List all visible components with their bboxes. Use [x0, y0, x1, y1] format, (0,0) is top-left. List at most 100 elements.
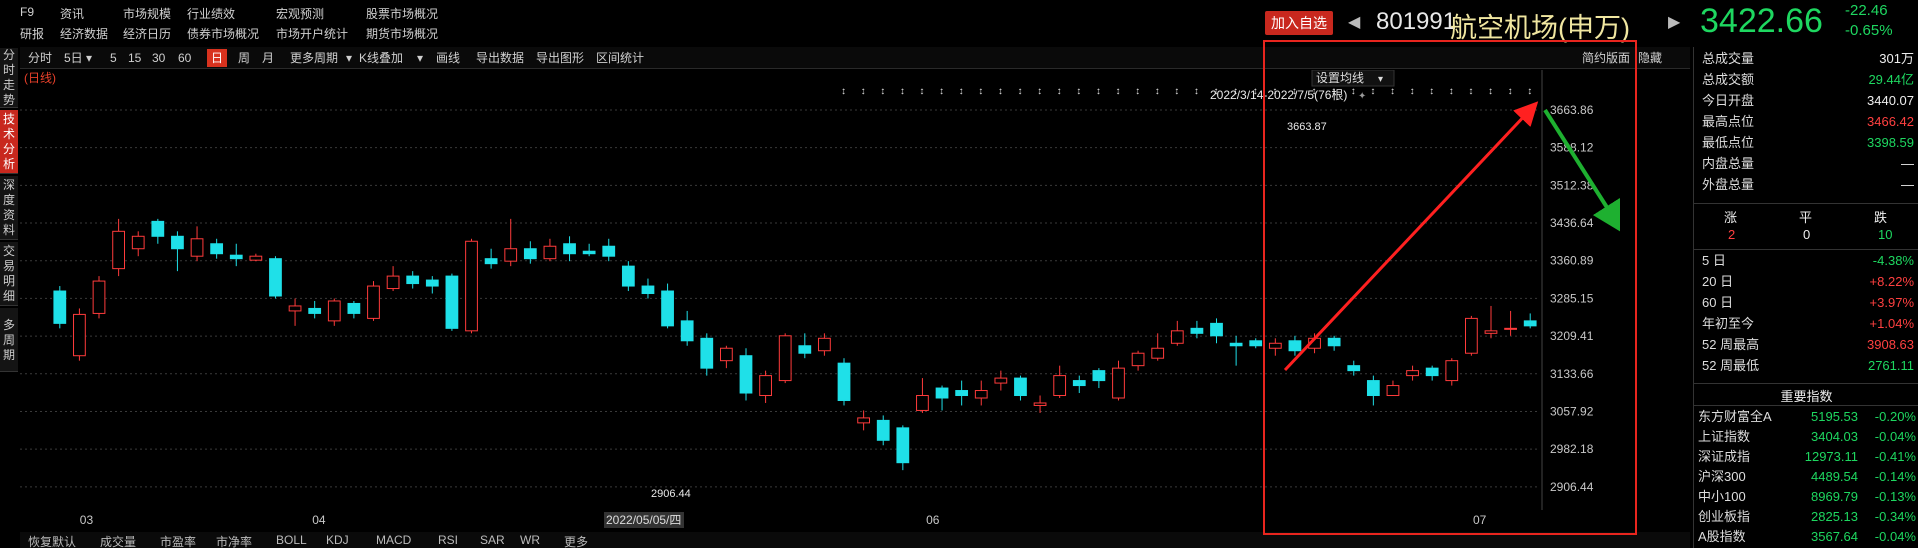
- index-name: 创业板指: [1698, 509, 1751, 524]
- toolbar-right-item[interactable]: 隐藏: [1638, 51, 1663, 65]
- indicator-tab[interactable]: 成交量: [100, 535, 137, 548]
- candle: [602, 238, 616, 262]
- candle-body: [1229, 342, 1243, 347]
- toolbar-item[interactable]: 5日: [64, 51, 83, 65]
- kline-chart[interactable]: 3663.86 3588.12 3512.38 3436.64 3360.89 3285.…: [20, 70, 1620, 528]
- candle: [680, 310, 694, 346]
- index-row[interactable]: A股指数 3567.64 -0.04%: [1698, 527, 1916, 547]
- x-tick-label: 03: [80, 513, 94, 527]
- candle-body: [445, 275, 459, 329]
- indicator-tab[interactable]: MACD: [376, 533, 412, 547]
- index-row[interactable]: 上证指数 3404.03 -0.04%: [1698, 427, 1916, 447]
- top-menu-item[interactable]: 经济日历: [123, 27, 172, 41]
- top-menu-item[interactable]: F9: [20, 5, 35, 19]
- toolbar-item[interactable]: 导出图形: [536, 51, 585, 65]
- next-stock-icon[interactable]: ▶: [1668, 14, 1681, 31]
- top-menu-item[interactable]: 经济数据: [60, 27, 109, 41]
- top-menu-item[interactable]: 股票市场概况: [366, 7, 439, 21]
- toolbar-item[interactable]: 导出数据: [476, 51, 525, 65]
- candle-body: [1033, 402, 1047, 406]
- candle: [465, 238, 478, 334]
- top-menu-item[interactable]: 资讯: [60, 7, 85, 21]
- period-value: 2761.11: [1867, 358, 1914, 373]
- candle: [1249, 338, 1263, 349]
- candle: [347, 300, 361, 319]
- candle-body: [1465, 317, 1478, 354]
- toolbar-item[interactable]: 月: [262, 51, 275, 65]
- toolbar-item[interactable]: 30: [152, 51, 166, 65]
- indicator-tab[interactable]: KDJ: [326, 533, 349, 547]
- indicator-tab[interactable]: BOLL: [276, 533, 307, 547]
- top-menu-item[interactable]: 期货市场概况: [366, 27, 439, 41]
- candle-body: [347, 302, 361, 314]
- toolbar-item[interactable]: 周: [238, 51, 251, 65]
- divider: [1694, 405, 1918, 406]
- toolbar-item[interactable]: 15: [128, 51, 142, 65]
- top-menu-item[interactable]: 研报: [20, 27, 45, 41]
- toolbar-right-item[interactable]: 简约版面: [1582, 51, 1631, 65]
- toolbar-item[interactable]: 日: [207, 49, 228, 67]
- period-row: 5 日 -4.38%: [1702, 251, 1914, 271]
- marker-icon: ↕: [1370, 86, 1375, 97]
- add-watchlist-button[interactable]: 加入自选: [1265, 11, 1333, 35]
- top-menu-item[interactable]: 债券市场概况: [187, 27, 260, 41]
- candle-body: [1484, 330, 1498, 334]
- toolbar-item[interactable]: 更多周期: [290, 51, 339, 65]
- top-menu-item[interactable]: 宏观预测: [276, 7, 325, 21]
- top-menu-item[interactable]: 市场开户统计: [276, 27, 349, 41]
- marker-icon: ↕: [959, 86, 964, 97]
- pin-icon[interactable]: ✦: [1358, 91, 1366, 102]
- left-tab[interactable]: 交易明细: [0, 242, 18, 306]
- candle-body: [955, 390, 969, 397]
- toolbar-item[interactable]: 区间统计: [596, 51, 645, 65]
- candle: [1386, 380, 1400, 397]
- candle-body: [1288, 340, 1302, 352]
- index-row[interactable]: 创业板指 2825.13 -0.34%: [1698, 507, 1916, 527]
- indicator-tab[interactable]: 更多: [564, 535, 589, 548]
- indicator-tab[interactable]: 市净率: [216, 535, 253, 548]
- candle-body: [504, 248, 518, 262]
- toolbar-item[interactable]: K线叠加: [359, 51, 404, 65]
- top-menu-item[interactable]: 市场规模: [123, 7, 172, 21]
- indicator-tab[interactable]: 市盈率: [160, 535, 197, 548]
- left-tab[interactable]: 深度资料: [0, 176, 18, 240]
- toolbar-item[interactable]: 画线: [436, 51, 461, 65]
- candle-body: [661, 290, 674, 327]
- left-tab[interactable]: 技术分析: [0, 110, 18, 174]
- marker-icon: ↕: [1076, 86, 1081, 97]
- candle-body: [1092, 370, 1106, 382]
- index-name: 东方财富全A: [1698, 409, 1772, 424]
- toolbar-item[interactable]: 分时: [28, 51, 53, 65]
- toolbar-item[interactable]: 5: [110, 51, 117, 65]
- ma-setting-button[interactable]: [1311, 70, 1395, 87]
- index-row[interactable]: 中小100 8969.79 -0.13%: [1698, 487, 1916, 507]
- indicator-tab[interactable]: RSI: [438, 533, 459, 547]
- indicator-tab[interactable]: WR: [520, 533, 540, 547]
- left-tab-bar: 分时走势技术分析深度资料交易明细多周期: [0, 48, 18, 548]
- top-menu-item[interactable]: 行业绩效: [187, 7, 236, 21]
- index-pct: -0.41%: [1874, 449, 1916, 464]
- candle-body: [1014, 377, 1027, 397]
- index-row[interactable]: 沪深300 4489.54 -0.14%: [1698, 467, 1916, 487]
- candle-body: [876, 419, 890, 441]
- candle-body: [641, 285, 655, 295]
- candle: [720, 345, 733, 369]
- indicator-tab[interactable]: SAR: [480, 533, 505, 547]
- candle-body: [896, 427, 910, 464]
- marker-icon: ↕: [1429, 86, 1434, 97]
- toolbar-item[interactable]: 60: [178, 51, 192, 65]
- index-row[interactable]: 东方财富全A 5195.53 -0.20%: [1698, 407, 1916, 427]
- index-row[interactable]: 深证成指 12973.11 -0.41%: [1698, 447, 1916, 467]
- left-tab[interactable]: 分时走势: [0, 48, 18, 108]
- ma-setting-label[interactable]: 设置均线: [1316, 71, 1364, 85]
- marker-icon: ↕: [1214, 86, 1219, 97]
- candle: [92, 276, 106, 319]
- indicator-tab[interactable]: 恢复默认: [28, 535, 77, 548]
- index-value: 3404.03: [1811, 429, 1858, 444]
- candle: [1170, 320, 1184, 346]
- prev-stock-icon[interactable]: ◀: [1348, 14, 1361, 31]
- left-tab[interactable]: 多周期: [0, 308, 18, 372]
- candle: [1072, 375, 1086, 394]
- candle: [53, 286, 67, 329]
- y-tick-label: 2906.44: [1550, 480, 1594, 494]
